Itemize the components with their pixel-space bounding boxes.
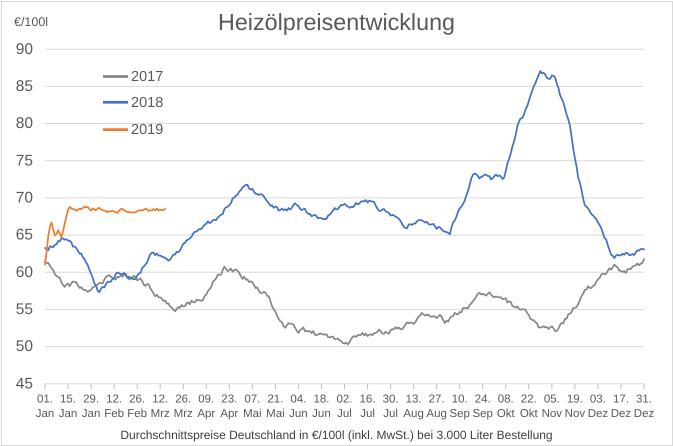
svg-text:Jul: Jul	[383, 408, 398, 420]
svg-text:10.: 10.	[452, 393, 468, 405]
svg-text:02.: 02.	[337, 393, 353, 405]
svg-text:01.: 01.	[37, 393, 53, 405]
svg-text:85: 85	[16, 78, 33, 95]
svg-text:Mai: Mai	[266, 408, 285, 420]
svg-text:75: 75	[16, 152, 33, 169]
svg-text:Nov: Nov	[542, 408, 563, 420]
svg-text:Okt: Okt	[497, 408, 516, 420]
svg-text:55: 55	[16, 301, 33, 318]
svg-text:Dez: Dez	[634, 408, 655, 420]
svg-text:08.: 08.	[498, 393, 514, 405]
svg-text:Aug: Aug	[426, 408, 446, 420]
svg-text:29.: 29.	[83, 393, 99, 405]
svg-text:Mrz: Mrz	[174, 408, 193, 420]
svg-text:Jun: Jun	[289, 408, 308, 420]
svg-text:Jan: Jan	[36, 408, 55, 420]
svg-text:Jan: Jan	[59, 408, 78, 420]
svg-text:70: 70	[16, 190, 34, 207]
svg-text:65: 65	[16, 227, 33, 244]
svg-text:2018: 2018	[131, 95, 163, 111]
svg-text:31.: 31.	[636, 393, 652, 405]
svg-text:Jul: Jul	[360, 408, 375, 420]
svg-text:Nov: Nov	[565, 408, 586, 420]
svg-text:50: 50	[16, 338, 34, 355]
svg-text:05.: 05.	[544, 393, 560, 405]
svg-text:90: 90	[16, 41, 34, 58]
svg-text:04.: 04.	[290, 393, 306, 405]
svg-text:2019: 2019	[131, 122, 163, 138]
svg-text:24.: 24.	[475, 393, 491, 405]
svg-text:Dez: Dez	[588, 408, 609, 420]
svg-text:26.: 26.	[175, 393, 191, 405]
svg-text:12.: 12.	[106, 393, 122, 405]
svg-text:Feb: Feb	[127, 408, 147, 420]
svg-text:23.: 23.	[221, 393, 237, 405]
svg-text:Jul: Jul	[337, 408, 352, 420]
svg-text:03.: 03.	[590, 393, 606, 405]
svg-text:Apr: Apr	[220, 408, 238, 420]
svg-text:19.: 19.	[567, 393, 583, 405]
svg-text:13.: 13.	[406, 393, 422, 405]
svg-text:60: 60	[16, 264, 34, 281]
svg-text:45: 45	[16, 375, 33, 392]
svg-text:Okt: Okt	[520, 408, 539, 420]
svg-text:2017: 2017	[131, 69, 163, 85]
svg-text:Jun: Jun	[312, 408, 331, 420]
svg-text:Dez: Dez	[611, 408, 632, 420]
svg-text:Aug: Aug	[403, 408, 423, 420]
svg-text:Mrz: Mrz	[151, 408, 170, 420]
svg-text:21.: 21.	[267, 393, 283, 405]
svg-text:Apr: Apr	[197, 408, 215, 420]
svg-text:09.: 09.	[198, 393, 214, 405]
svg-text:Mai: Mai	[243, 408, 262, 420]
svg-text:07.: 07.	[244, 393, 260, 405]
svg-text:27.: 27.	[429, 393, 445, 405]
svg-text:Jan: Jan	[82, 408, 101, 420]
svg-text:80: 80	[16, 115, 34, 132]
svg-text:17.: 17.	[613, 393, 629, 405]
svg-text:Sep: Sep	[449, 408, 469, 420]
svg-text:15.: 15.	[60, 393, 76, 405]
svg-text:Sep: Sep	[472, 408, 492, 420]
svg-text:12.: 12.	[152, 393, 168, 405]
svg-text:26.: 26.	[129, 393, 145, 405]
svg-text:30.: 30.	[383, 393, 399, 405]
svg-text:Feb: Feb	[104, 408, 124, 420]
svg-text:22.: 22.	[521, 393, 537, 405]
svg-text:18.: 18.	[313, 393, 329, 405]
svg-text:16.: 16.	[360, 393, 376, 405]
